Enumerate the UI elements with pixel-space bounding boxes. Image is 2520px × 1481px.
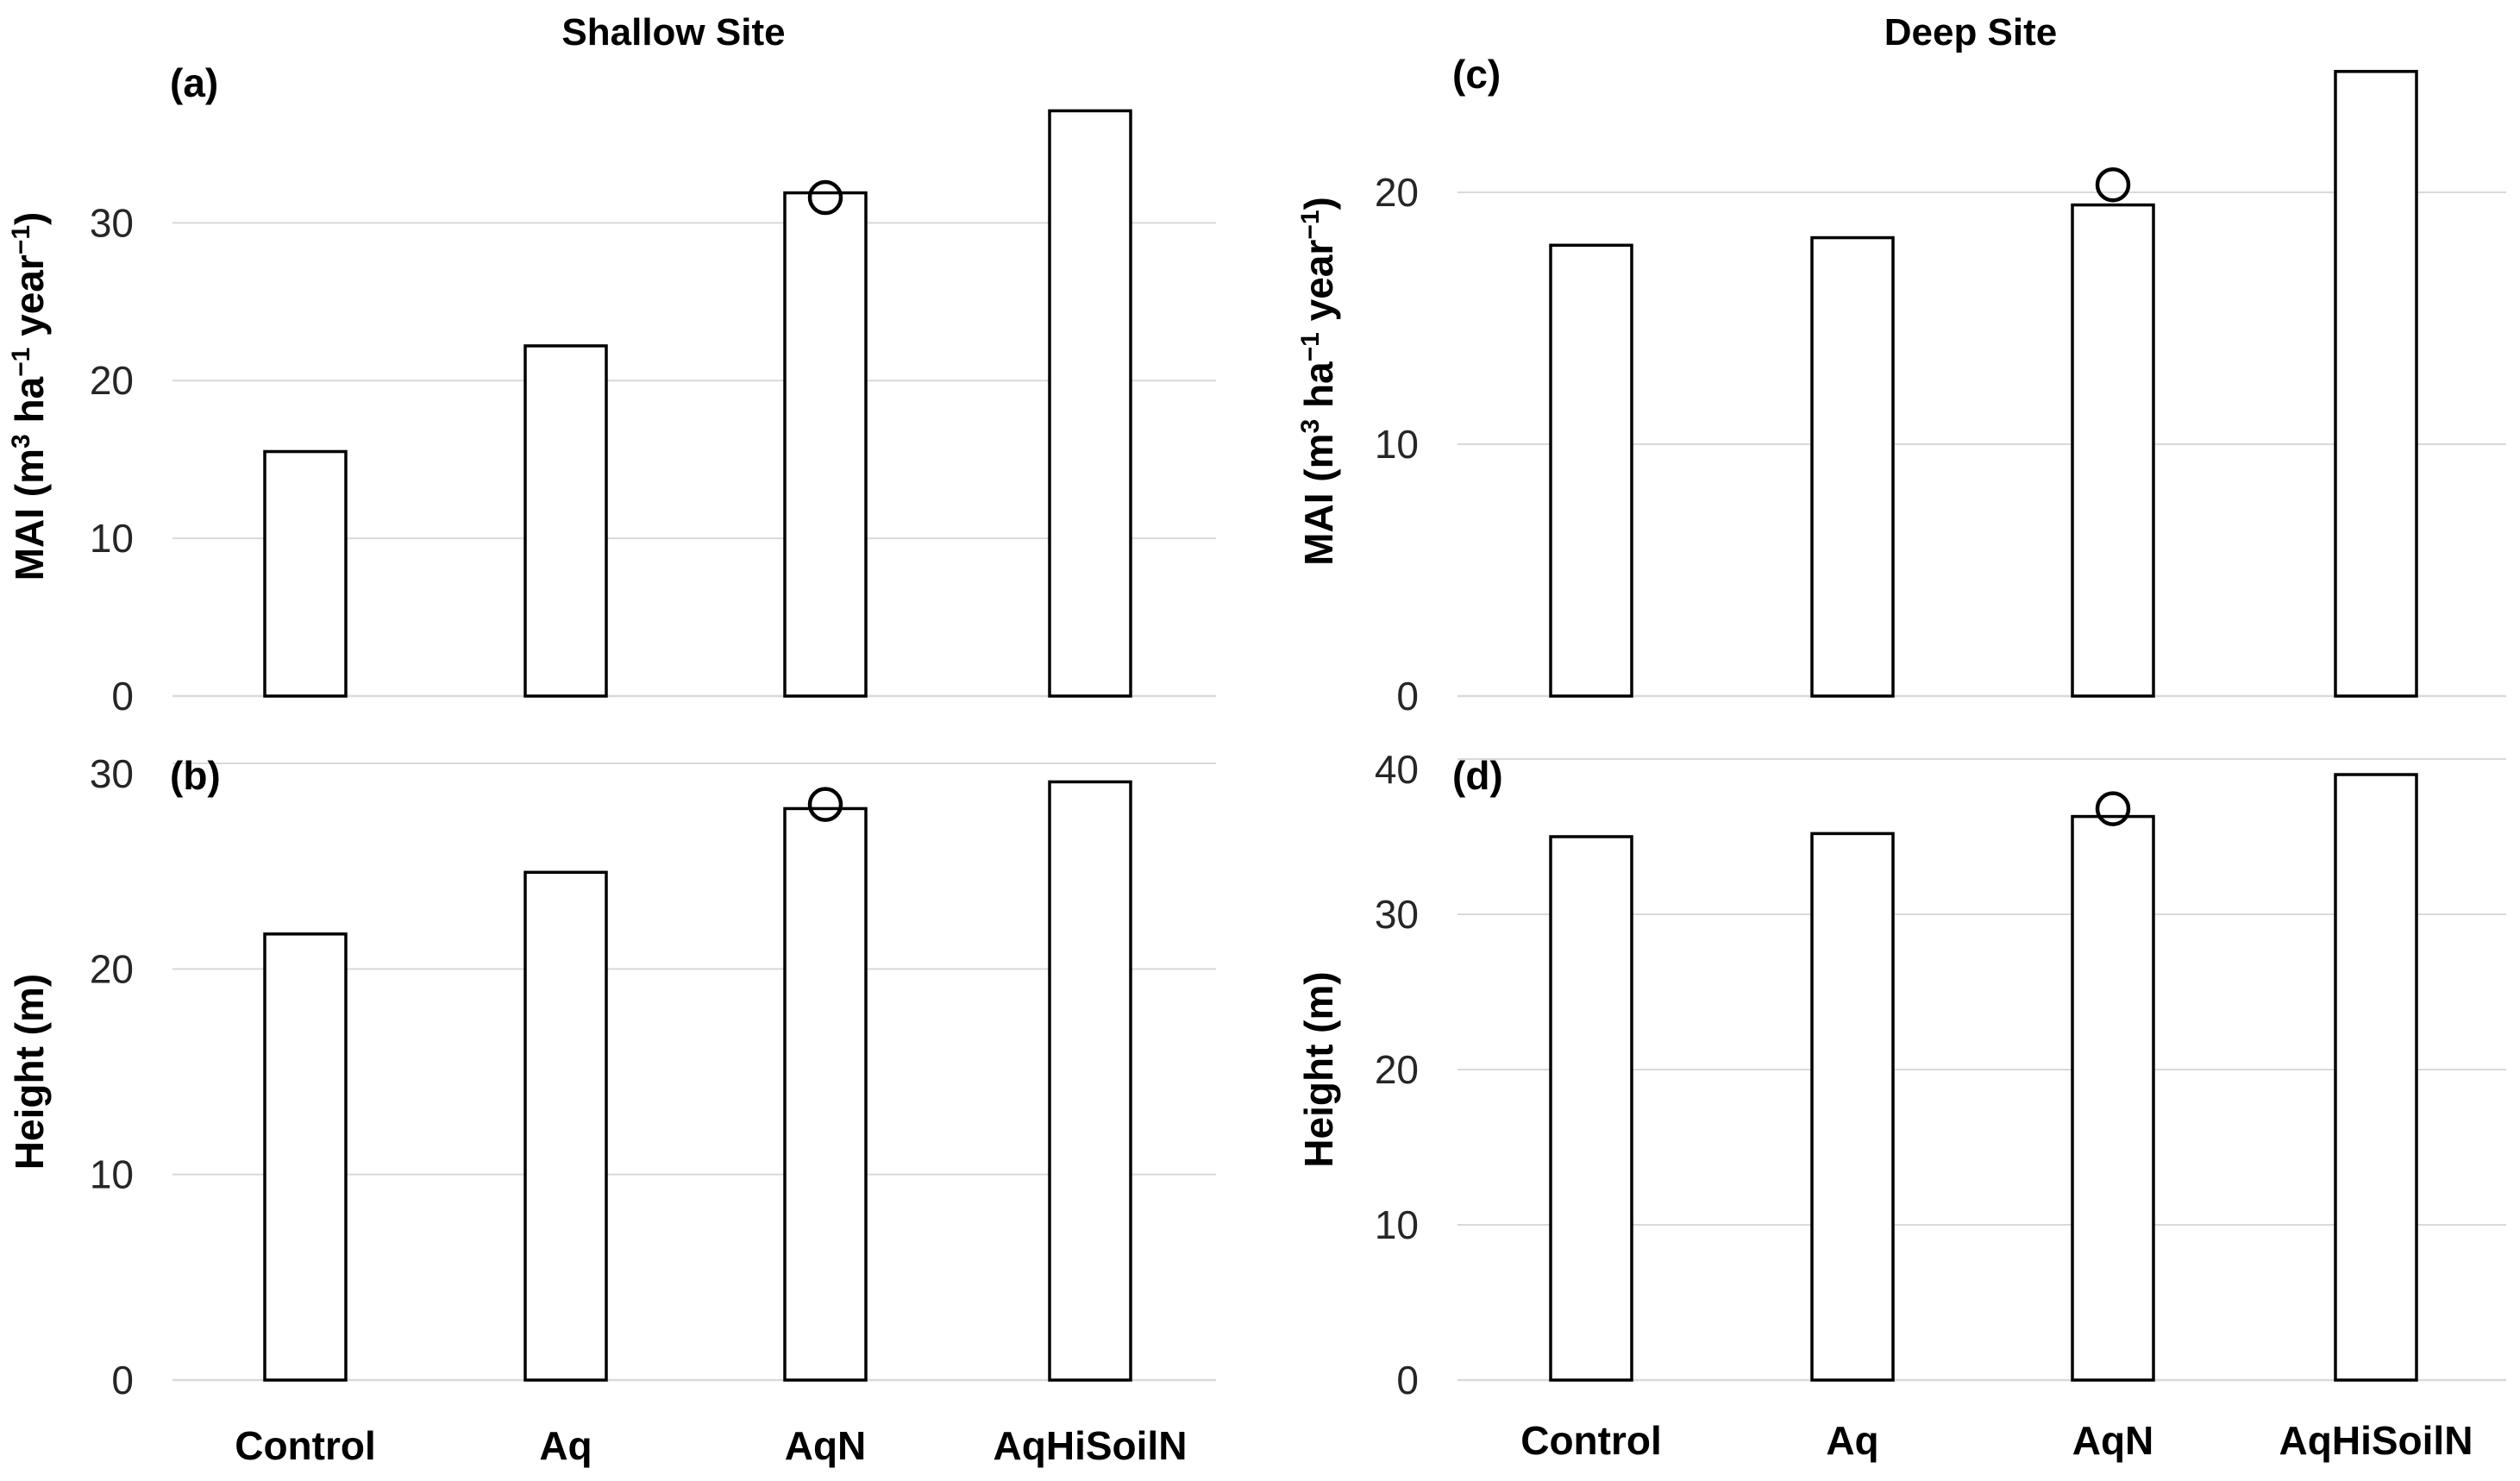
- bar-aqhisoiln: [2334, 773, 2418, 1382]
- shallow-site-title: Shallow Site: [561, 11, 785, 53]
- x-category-label: Control: [235, 1423, 376, 1468]
- y-axis-label: MAI (m3 ha−1 year−1): [7, 212, 53, 581]
- y-tick-label: 30: [90, 751, 134, 796]
- panel-label: (c): [1452, 52, 1501, 97]
- y-tick-label: 0: [1396, 1358, 1419, 1403]
- y-tick-label: 10: [90, 1152, 134, 1197]
- y-tick-label: 40: [1375, 747, 1419, 792]
- y-label-superscript: 3: [1296, 419, 1325, 434]
- y-tick-label: 0: [111, 1358, 134, 1403]
- panel-d: 0 10 20 30 40 (d) Height (m) Control Aq AqN AqHiSo…: [1296, 747, 2506, 1463]
- y-tick-label: 10: [90, 516, 134, 561]
- bar-aqhisoiln: [1048, 109, 1132, 698]
- bar-aqn: [2071, 203, 2155, 698]
- panel-label: (a): [170, 60, 218, 105]
- bar-aqn: [783, 191, 868, 698]
- y-label-superscript: −1: [7, 225, 35, 254]
- y-tick-label: 10: [1375, 1202, 1419, 1247]
- y-label-superscript: −1: [1296, 210, 1325, 239]
- y-label-part: ): [1296, 197, 1341, 210]
- y-tick-label: 20: [90, 946, 134, 991]
- y-tick-label: 20: [1375, 170, 1419, 215]
- y-label-superscript: −1: [7, 348, 35, 377]
- y-label-superscript: −1: [1296, 332, 1325, 361]
- panel-b: 0 10 20 30 (b) Height (m) Control Aq AqN AqHiSoil…: [7, 751, 1216, 1468]
- marker-circle: [2095, 166, 2131, 203]
- bar-aqn: [783, 806, 868, 1382]
- y-label-part: year: [7, 254, 52, 348]
- panel-label: (d): [1452, 753, 1503, 798]
- marker-circle: [807, 179, 843, 216]
- x-category-label: AqN: [2072, 1418, 2154, 1463]
- deep-site-title: Deep Site: [1884, 11, 2058, 53]
- bar-control: [263, 932, 348, 1382]
- bar-aqn: [2071, 814, 2155, 1382]
- x-category-label: AqHiSoilN: [2279, 1418, 2473, 1463]
- bar-control: [263, 449, 348, 698]
- y-tick-label: 30: [1375, 892, 1419, 937]
- bar-aq: [1810, 235, 1895, 698]
- y-label-part: MAI (m: [7, 449, 52, 580]
- y-label-part: MAI (m: [1296, 434, 1341, 566]
- y-tick-label: 0: [111, 674, 134, 719]
- marker-circle: [2095, 791, 2131, 826]
- y-label-part: ): [7, 212, 52, 225]
- y-axis-label: MAI (m3 ha−1 year−1): [1296, 197, 1342, 566]
- y-axis-label: Height (m): [1296, 971, 1341, 1167]
- y-tick-label: 20: [1375, 1047, 1419, 1092]
- x-category-label: Aq: [1826, 1418, 1878, 1463]
- bar-aq: [1810, 831, 1895, 1382]
- marker-circle: [807, 787, 843, 822]
- y-tick-label: 30: [90, 200, 134, 245]
- bar-aqhisoiln: [2334, 70, 2418, 698]
- bar-control: [1549, 243, 1633, 698]
- x-category-label: AqN: [785, 1423, 867, 1468]
- bar-control: [1549, 835, 1633, 1382]
- y-tick-label: 0: [1396, 674, 1419, 719]
- y-label-superscript: 3: [7, 434, 35, 449]
- y-label-part: ha: [7, 376, 52, 434]
- x-category-label: AqHiSoilN: [994, 1423, 1188, 1468]
- x-category-label: Aq: [539, 1423, 592, 1468]
- bar-aq: [523, 870, 608, 1382]
- y-label-part: year: [1296, 240, 1341, 333]
- panel-label: (b): [170, 753, 221, 798]
- x-category-label: Control: [1520, 1418, 1662, 1463]
- y-tick-label: 10: [1375, 422, 1419, 467]
- y-axis-label: Height (m): [7, 974, 52, 1170]
- y-tick-label: 20: [90, 358, 134, 403]
- bar-aq: [523, 344, 608, 698]
- y-label-part: ha: [1296, 361, 1341, 419]
- bar-aqhisoiln: [1048, 780, 1132, 1382]
